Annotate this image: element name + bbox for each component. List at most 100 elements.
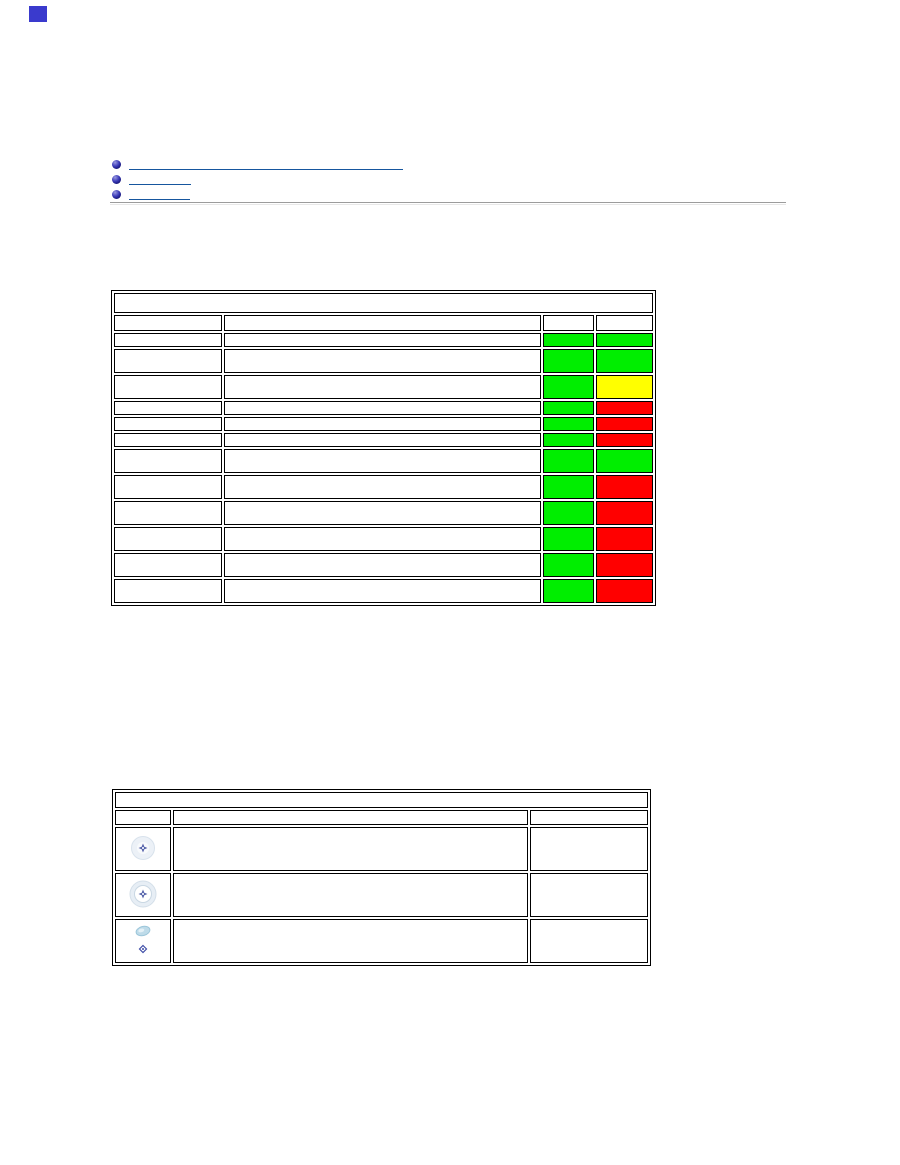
description-cell [224, 417, 541, 431]
description-cell [224, 401, 541, 415]
description-cell [173, 873, 529, 917]
status-b-cell [595, 417, 653, 431]
description-cell [224, 433, 541, 447]
status-a-cell [542, 333, 594, 347]
doc-link-1[interactable] [129, 174, 191, 185]
column-header [115, 810, 172, 825]
status-b-cell [595, 527, 653, 551]
feature-cell [114, 449, 223, 473]
table-row [114, 401, 653, 415]
indicator-table-body [115, 792, 648, 963]
value-cell [530, 873, 648, 917]
table-row [114, 333, 653, 347]
status-b-cell [595, 375, 653, 399]
status-b-cell [595, 433, 653, 447]
feature-cell [114, 527, 223, 551]
status-a-cell [542, 433, 594, 447]
status-b-cell [595, 401, 653, 415]
column-header [173, 810, 529, 825]
description-cell [224, 475, 541, 499]
indicator-icon-cell [115, 919, 172, 963]
table-title-cell [114, 293, 653, 313]
table-row [114, 433, 653, 447]
status-a-cell [542, 349, 594, 373]
indicator-icon-cell [115, 827, 172, 871]
column-header [542, 315, 594, 331]
feature-cell [114, 375, 223, 399]
feature-cell [114, 401, 223, 415]
table-title-row [114, 293, 653, 313]
status-table-body [114, 293, 653, 603]
status-a-cell [542, 475, 594, 499]
table-row [114, 349, 653, 373]
feature-cell [114, 349, 223, 373]
description-cell [224, 375, 541, 399]
status-b-cell [595, 501, 653, 525]
status-a-cell [542, 553, 594, 577]
status-a-cell [542, 449, 594, 473]
description-cell [224, 501, 541, 525]
table-row [115, 827, 648, 871]
description-cell [224, 553, 541, 577]
table-row [114, 475, 653, 499]
feature-cell [114, 501, 223, 525]
doc-link-0[interactable] [129, 159, 403, 170]
feature-cell [114, 579, 223, 603]
status-a-cell [542, 401, 594, 415]
description-cell [173, 919, 529, 963]
status-b-cell [595, 333, 653, 347]
link-list [112, 158, 403, 203]
indicator-icon-cell [115, 873, 172, 917]
status-b-cell [595, 579, 653, 603]
power-light-ring-icon [129, 880, 157, 907]
bullet-icon [112, 190, 121, 199]
doc-link-2[interactable] [129, 189, 190, 200]
feature-cell [114, 553, 223, 577]
column-header [224, 315, 541, 331]
table-header-row [114, 315, 653, 331]
column-header [595, 315, 653, 331]
bullet-icon [112, 160, 121, 169]
bullet-icon [112, 175, 121, 184]
status-b-cell [595, 449, 653, 473]
table-header-row [115, 810, 648, 825]
description-cell [224, 579, 541, 603]
table-row [115, 919, 648, 963]
feature-cell [114, 433, 223, 447]
column-header [114, 315, 223, 331]
table-row [114, 579, 653, 603]
table-row [114, 449, 653, 473]
description-cell [224, 527, 541, 551]
status-a-cell [542, 527, 594, 551]
table-row [114, 527, 653, 551]
value-cell [530, 919, 648, 963]
status-a-cell [542, 501, 594, 525]
status-a-cell [542, 417, 594, 431]
status-b-cell [595, 553, 653, 577]
status-table [111, 290, 656, 606]
table-row [114, 553, 653, 577]
description-cell [224, 333, 541, 347]
table-row [115, 873, 648, 917]
feature-cell [114, 475, 223, 499]
blue-square-graphic [29, 6, 47, 22]
description-cell [224, 449, 541, 473]
list-item [112, 173, 403, 186]
table-title-cell [115, 792, 648, 808]
status-a-cell [542, 375, 594, 399]
list-item [112, 158, 403, 171]
indicator-table [112, 789, 651, 966]
status-b-cell [595, 475, 653, 499]
column-header [530, 810, 648, 825]
value-cell [530, 827, 648, 871]
power-light-steady-icon [131, 835, 156, 860]
table-row [114, 501, 653, 525]
status-b-cell [595, 349, 653, 373]
description-cell [224, 349, 541, 373]
list-item [112, 188, 403, 201]
feature-cell [114, 417, 223, 431]
table-row [114, 375, 653, 399]
table-row [114, 417, 653, 431]
table-title-row [115, 792, 648, 808]
